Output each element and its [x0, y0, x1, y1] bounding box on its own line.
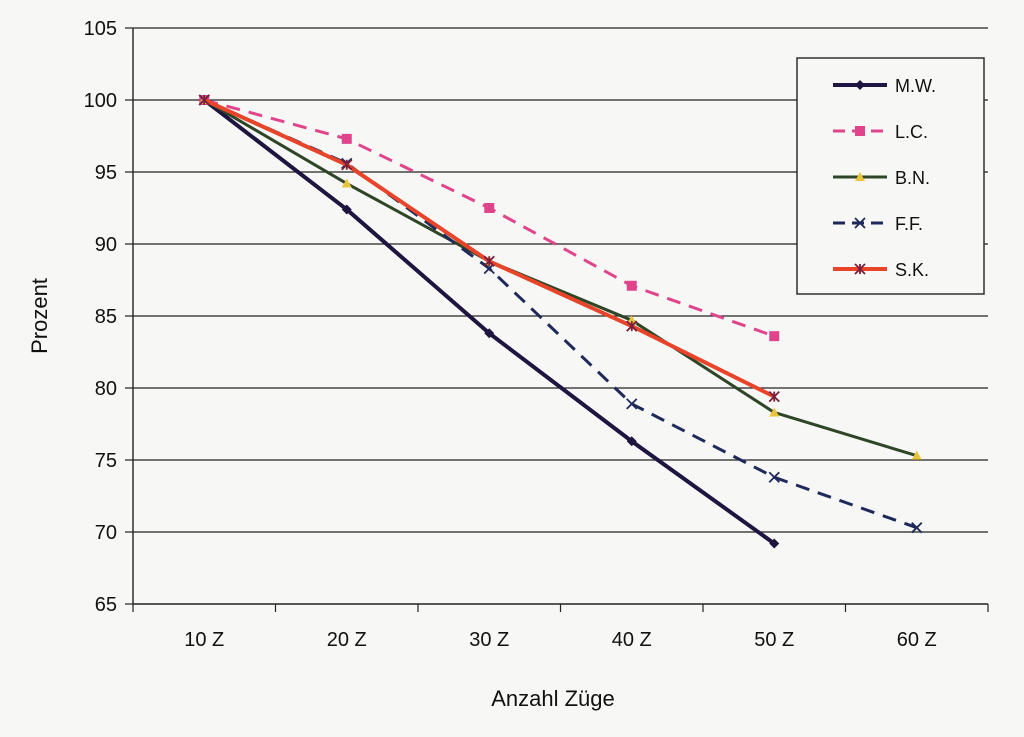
data-point [626, 436, 637, 447]
data-point [483, 255, 495, 267]
data-point [626, 315, 637, 325]
data-point [626, 280, 637, 291]
data-point [911, 450, 922, 460]
y-tick-label: 90 [95, 234, 117, 256]
legend-marker [855, 172, 865, 181]
data-point [484, 203, 495, 213]
data-point [198, 94, 210, 106]
data-point [626, 320, 638, 332]
series-line [203, 98, 776, 399]
legend-marker [854, 217, 866, 229]
y-tick-label: 80 [95, 378, 117, 400]
x-tick-label: 20 Z [327, 629, 367, 651]
legend-box [796, 57, 985, 295]
data-point [484, 328, 495, 339]
legend-label: L.C. [895, 122, 928, 142]
legend-label: B.N. [895, 168, 930, 188]
x-axis-title: Anzahl Züge [491, 686, 615, 711]
data-point [626, 398, 638, 410]
legend-label: M.W. [895, 76, 936, 96]
data-point [769, 538, 780, 549]
data-point [341, 159, 353, 171]
x-tick-label: 50 Z [754, 629, 794, 651]
data-point [769, 331, 780, 342]
legend-marker [855, 80, 865, 90]
data-point [911, 522, 923, 534]
y-tick-label: 100 [84, 90, 117, 112]
legend-marker [855, 126, 865, 136]
legend-label: S.K. [895, 260, 929, 280]
y-tick-label: 95 [95, 162, 117, 184]
data-point [769, 407, 780, 417]
y-tick-label: 105 [84, 18, 117, 40]
y-tick-label: 65 [95, 594, 117, 616]
y-axis-title: Prozent [27, 278, 52, 354]
series-line [203, 98, 775, 338]
y-tick-label: 75 [95, 450, 117, 472]
series-lines [198, 94, 923, 549]
x-tick-label: 40 Z [612, 629, 652, 651]
data-point [341, 178, 352, 188]
data-point [341, 133, 352, 144]
series-1 [199, 95, 780, 342]
series-0 [199, 95, 780, 549]
tick-labels: 65 70 75 80 85 90 95 100 105 10 Z 20 Z 30 Z 40 Z 50 Z… [84, 18, 937, 651]
y-tick-label: 70 [95, 522, 117, 544]
legend: M.W. L.C. B.N. F.F. S.K. [796, 57, 985, 295]
x-tick-label: 60 Z [897, 629, 937, 651]
series-line [203, 98, 776, 546]
data-point [768, 391, 780, 403]
x-tick-label: 10 Z [184, 629, 224, 651]
axes [125, 27, 989, 612]
legend-label: F.F. [895, 214, 923, 234]
y-tick-label: 85 [95, 306, 117, 328]
x-tick-label: 30 Z [469, 629, 509, 651]
series-4 [198, 94, 780, 403]
legend-marker [854, 263, 866, 275]
data-point [768, 471, 780, 483]
data-point [341, 204, 352, 215]
series-line [203, 98, 918, 530]
series-line [203, 98, 918, 458]
